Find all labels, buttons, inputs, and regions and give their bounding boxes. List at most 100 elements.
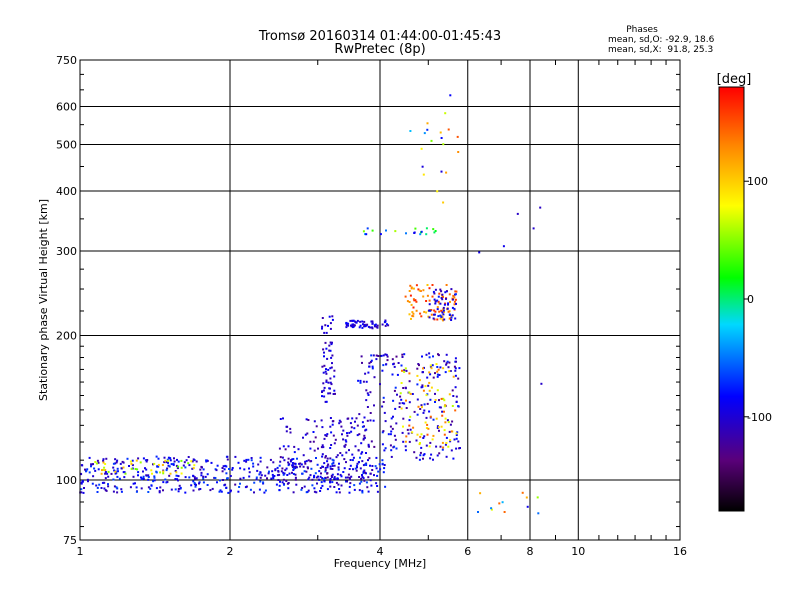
- data-point: [396, 373, 399, 376]
- data-point: [423, 435, 426, 438]
- data-point: [413, 451, 416, 454]
- data-point: [98, 483, 101, 486]
- data-point: [326, 433, 329, 436]
- data-point: [377, 355, 380, 357]
- data-point: [170, 463, 173, 466]
- data-point: [192, 458, 195, 461]
- data-point: [401, 369, 403, 372]
- data-point: [412, 426, 415, 429]
- data-point: [419, 451, 422, 454]
- data-point: [376, 474, 379, 477]
- data-point: [152, 463, 154, 466]
- data-point: [445, 455, 448, 458]
- data-point: [361, 489, 364, 492]
- data-point: [375, 482, 378, 485]
- data-point: [363, 416, 366, 419]
- data-point: [351, 319, 354, 322]
- data-point: [409, 130, 412, 132]
- data-point: [369, 464, 371, 467]
- data-point: [409, 428, 412, 431]
- data-point: [452, 457, 455, 460]
- data-point: [344, 439, 347, 442]
- data-point: [231, 468, 234, 471]
- data-point: [360, 480, 363, 483]
- data-point: [402, 425, 404, 428]
- data-point: [153, 475, 156, 478]
- data-point: [431, 364, 434, 367]
- data-point: [355, 321, 358, 324]
- data-point: [123, 476, 126, 479]
- data-point: [365, 481, 368, 484]
- colorbar: [718, 86, 745, 512]
- colorbar-label: [deg]: [717, 72, 752, 87]
- data-point: [301, 472, 304, 475]
- data-point: [448, 393, 451, 396]
- data-point: [382, 430, 385, 433]
- data-point: [310, 467, 313, 470]
- data-point: [360, 442, 363, 445]
- data-point: [112, 462, 115, 465]
- data-point: [413, 231, 416, 234]
- data-point: [537, 512, 540, 515]
- data-points: [79, 94, 543, 515]
- data-point: [444, 443, 447, 446]
- data-point: [359, 467, 362, 470]
- data-point: [116, 491, 119, 494]
- data-point: [192, 489, 195, 492]
- data-point: [419, 435, 422, 438]
- data-point: [112, 466, 115, 469]
- data-point: [202, 468, 205, 471]
- data-point: [368, 365, 371, 368]
- data-point: [312, 440, 315, 443]
- data-point: [188, 476, 191, 479]
- data-point: [289, 431, 292, 434]
- colorbar-ticks: 100 0 -100: [744, 175, 772, 424]
- data-point: [367, 476, 370, 479]
- data-point: [323, 331, 326, 334]
- data-point: [248, 471, 251, 474]
- data-point: [376, 326, 379, 329]
- data-point: [425, 311, 428, 314]
- data-point: [167, 459, 170, 462]
- data-point: [147, 476, 150, 478]
- data-point: [175, 474, 178, 477]
- data-point: [408, 424, 411, 427]
- data-point: [435, 445, 438, 448]
- data-point: [327, 392, 330, 395]
- data-point: [259, 456, 262, 459]
- data-point: [449, 439, 452, 442]
- data-point: [361, 425, 364, 428]
- data-point: [392, 363, 395, 366]
- data-point: [503, 511, 506, 513]
- data-point: [215, 469, 218, 472]
- data-point: [447, 302, 450, 305]
- data-point: [426, 294, 429, 297]
- data-point: [404, 295, 407, 298]
- data-point: [135, 459, 138, 462]
- data-point: [420, 446, 423, 449]
- data-point: [142, 470, 144, 473]
- data-point: [321, 390, 324, 393]
- data-point: [103, 487, 106, 490]
- data-point: [329, 387, 331, 390]
- data-point: [338, 419, 341, 422]
- data-point: [185, 459, 188, 462]
- data-point: [153, 462, 156, 465]
- data-point: [361, 491, 364, 494]
- data-point: [333, 476, 336, 479]
- data-point: [376, 490, 379, 493]
- data-point: [416, 398, 419, 401]
- data-point: [279, 418, 282, 420]
- data-point: [393, 389, 396, 392]
- data-point: [419, 408, 422, 410]
- data-point: [369, 472, 372, 475]
- data-point: [132, 475, 135, 478]
- data-point: [114, 470, 117, 473]
- data-point: [448, 430, 451, 433]
- data-point: [266, 466, 269, 469]
- data-point: [112, 490, 115, 493]
- data-point: [348, 431, 351, 434]
- data-point: [161, 464, 164, 466]
- data-point: [375, 456, 378, 459]
- data-point: [307, 459, 310, 462]
